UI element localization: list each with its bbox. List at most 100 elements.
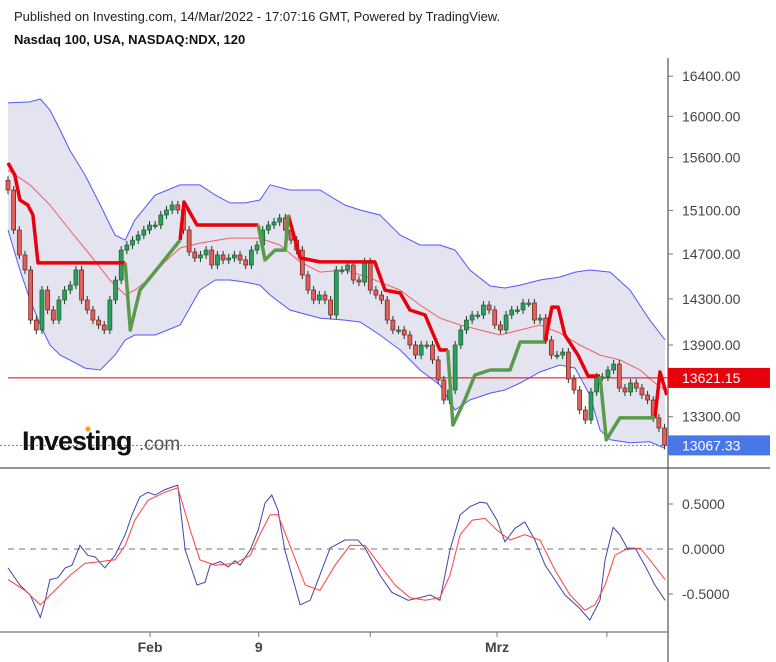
candle <box>515 305 520 315</box>
candle-body-up <box>520 302 526 311</box>
candle-body-down <box>582 409 588 421</box>
candle-body-down <box>356 279 362 283</box>
candle-body-up <box>464 319 469 331</box>
candle <box>186 225 192 257</box>
candle <box>396 325 401 335</box>
candle <box>645 390 650 405</box>
candle <box>509 305 515 320</box>
candle <box>243 255 249 270</box>
candle <box>662 423 667 450</box>
candle-body-up <box>362 261 367 283</box>
candle-body-up <box>424 344 430 347</box>
candle <box>16 225 22 260</box>
candle-body-down <box>305 274 311 291</box>
candle-body-down <box>384 299 390 321</box>
candle <box>588 387 594 425</box>
candle-body-up <box>67 284 73 291</box>
candle-body-up <box>345 264 350 271</box>
candle-body-up <box>147 224 152 231</box>
candle-body-up <box>203 249 209 256</box>
oscillator-fast-line <box>7 484 666 621</box>
candle <box>232 250 237 263</box>
price-tick-label: 15600.00 <box>682 150 741 166</box>
candle-body-down <box>299 249 305 276</box>
candle <box>322 290 328 305</box>
candle-body-up <box>537 317 543 321</box>
candle <box>486 300 492 315</box>
candle-body-up <box>62 289 67 301</box>
candle <box>175 200 181 215</box>
candle <box>435 355 441 385</box>
ref-price-label: 13621.15 <box>682 370 741 386</box>
candle-body-down <box>84 299 90 311</box>
candle <box>158 210 164 230</box>
candle <box>339 265 345 275</box>
candle <box>407 330 413 350</box>
candle-body-down <box>28 269 33 321</box>
candle <box>526 298 532 308</box>
candle-body-down <box>328 299 333 316</box>
candle-body-up <box>152 224 158 227</box>
candle-body-down <box>186 229 192 253</box>
candle-body-down <box>407 334 413 346</box>
candle-body-down <box>373 289 379 296</box>
candle-body-up <box>475 314 481 317</box>
candle <box>316 290 322 305</box>
candle-body-up <box>588 391 594 421</box>
last-price-tag <box>668 435 770 456</box>
candle-body-down <box>220 254 226 261</box>
candle <box>498 320 503 335</box>
candle <box>571 374 577 395</box>
candle <box>565 347 571 384</box>
candle-body-down <box>90 309 96 321</box>
candle-body-up <box>39 289 45 331</box>
price-tick-label: 14300.00 <box>682 291 741 307</box>
candle <box>430 340 435 364</box>
candle-body-down <box>79 269 84 301</box>
candle-body-up <box>226 257 232 261</box>
candle <box>475 310 481 320</box>
price-tick-label: 15100.00 <box>682 202 741 218</box>
candle-body-up <box>452 344 458 391</box>
time-tick-label: 9 <box>255 639 263 655</box>
candle-body-up <box>169 204 175 211</box>
trend-up-line <box>123 239 182 332</box>
candle-body-down <box>11 189 17 231</box>
candle <box>62 286 67 305</box>
candle-body-down <box>237 254 243 261</box>
candle <box>639 383 645 400</box>
time-tick-label: Feb <box>138 639 163 655</box>
candle <box>616 359 622 393</box>
candle-body-up <box>271 221 277 226</box>
candle-body-down <box>656 417 662 429</box>
candle-body-up <box>198 254 203 259</box>
axes: 16400.00 16000.00 15600.00 15100.00 14700.00… <box>0 58 770 662</box>
candle <box>73 265 79 290</box>
candle <box>237 250 243 265</box>
candle-body-up <box>56 299 62 321</box>
candle-body-down <box>101 324 107 331</box>
trend-down-line <box>286 214 448 352</box>
candle <box>532 298 537 325</box>
candle <box>622 383 628 397</box>
candle-body-down <box>192 251 198 259</box>
price-tick-label: 13300.00 <box>682 409 741 425</box>
candle-body-up <box>458 329 464 346</box>
candle-body-up <box>481 304 486 316</box>
candle-body-up <box>554 354 560 357</box>
candle-body-down <box>175 204 181 211</box>
candle <box>152 220 158 230</box>
candle-body-down <box>50 309 56 321</box>
candle-body-up <box>164 209 169 216</box>
candle <box>549 335 554 360</box>
candle <box>628 378 633 397</box>
candle-body-up <box>316 294 322 301</box>
candle <box>169 200 175 215</box>
candle <box>350 260 356 285</box>
candle-body-up <box>503 314 509 331</box>
candle <box>537 314 543 325</box>
candle-body-down <box>622 387 628 393</box>
candle-body-down <box>45 289 50 311</box>
candle <box>452 340 458 395</box>
